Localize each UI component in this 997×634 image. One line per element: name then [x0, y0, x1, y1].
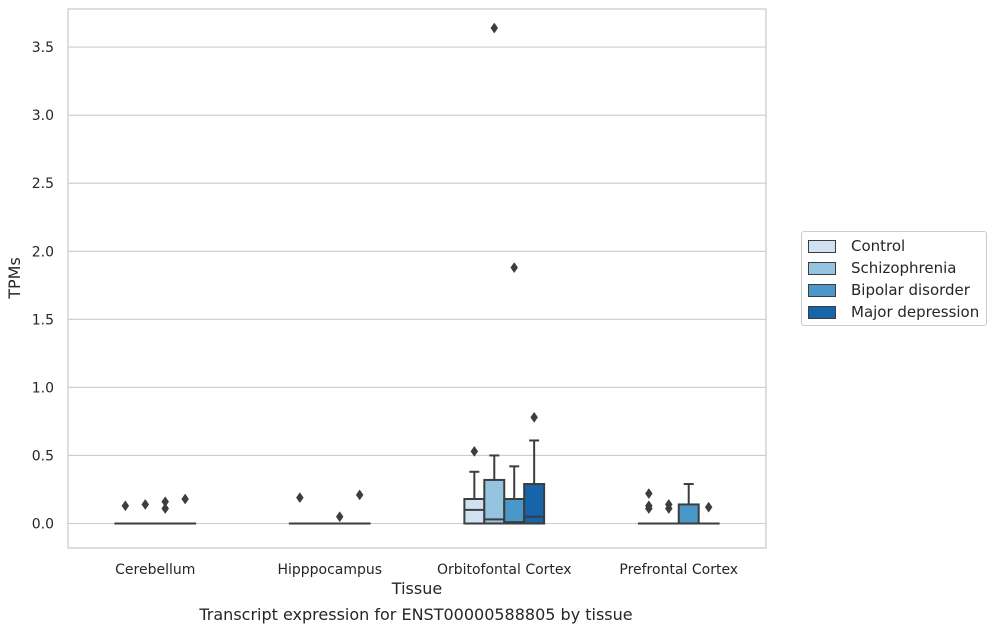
- box-control: [288, 492, 311, 525]
- y-tick-label: 2.0: [32, 244, 54, 260]
- y-tick-label: 1.5: [32, 312, 54, 328]
- box-iqr: [523, 483, 546, 525]
- x-tick-label: Prefrontal Cortex: [619, 562, 738, 578]
- legend-swatch-major-depression: [808, 305, 836, 319]
- y-tick-label: 3.0: [32, 108, 54, 124]
- y-axis-label: TPMs: [5, 257, 24, 300]
- chart-caption: Transcript expression for ENST0000058880…: [199, 605, 633, 624]
- box-major-depression: [523, 411, 546, 525]
- outlier-point: [181, 493, 189, 505]
- plot-frame: [67, 8, 767, 549]
- outlier-point: [704, 501, 713, 513]
- box-iqr: [677, 503, 700, 525]
- legend-item-control: Control: [808, 237, 906, 255]
- outlier-point: [141, 499, 150, 510]
- box-control: [114, 500, 137, 525]
- box-iqr: [463, 498, 486, 525]
- x-tick-label: Hipppocampus: [277, 562, 382, 578]
- y-tick-label: 1.0: [32, 380, 54, 396]
- y-tick-label: 3.5: [32, 40, 54, 56]
- legend-swatch-control: [808, 239, 836, 253]
- legend-label-schizophrenia: Schizophrenia: [851, 259, 957, 277]
- outlier-point: [335, 511, 344, 523]
- outlier-point: [490, 22, 499, 34]
- outlier-point: [470, 445, 479, 457]
- box-bipolar-disorder: [154, 496, 177, 525]
- x-axis-label: Tissue: [391, 579, 442, 598]
- outlier-point: [355, 489, 364, 501]
- box-bipolar-disorder: [503, 262, 526, 525]
- outlier-point: [296, 492, 304, 504]
- box-bipolar-disorder: [328, 511, 351, 525]
- x-tick-label: Cerebellum: [115, 562, 195, 578]
- box-control: [463, 445, 486, 525]
- legend-label-control: Control: [851, 237, 906, 255]
- box-schizophrenia: [483, 22, 506, 525]
- box-bipolar-disorder: [677, 483, 700, 525]
- box-major-depression: [697, 501, 720, 525]
- y-tick-label: 0.0: [32, 517, 54, 533]
- legend-swatch-bipolar-disorder: [808, 283, 836, 297]
- box-schizophrenia: [134, 499, 157, 525]
- outlier-point: [510, 262, 519, 274]
- outlier-point: [121, 500, 130, 512]
- legend-label-major-depression: Major depression: [851, 303, 980, 321]
- outlier-point: [664, 499, 673, 510]
- y-tick-label: 2.5: [32, 176, 54, 192]
- x-tick-label: Orbitofontal Cortex: [437, 562, 572, 578]
- legend-label-bipolar-disorder: Bipolar disorder: [851, 281, 970, 299]
- box-iqr: [483, 478, 506, 525]
- legend-item-bipolar-disorder: Bipolar disorder: [808, 281, 970, 299]
- box-plot-area: [114, 22, 720, 525]
- box-major-depression: [348, 489, 371, 525]
- legend-item-schizophrenia: Schizophrenia: [808, 259, 957, 277]
- box-control: [637, 488, 660, 525]
- box-major-depression: [174, 493, 197, 525]
- legend-swatch-schizophrenia: [808, 261, 836, 275]
- box-schizophrenia: [657, 499, 680, 525]
- outlier-point: [161, 496, 170, 508]
- outlier-point: [645, 500, 653, 512]
- outlier-point: [161, 503, 170, 514]
- outlier-point: [645, 488, 653, 499]
- gridlines: [68, 46, 766, 525]
- legend-item-major-depression: Major depression: [808, 303, 980, 321]
- box-iqr: [503, 498, 526, 525]
- axis-ticks: 0.0 0.5 1.0 1.5 2.0 2.5 3.0 3.5 Cerebellum Hipppo…: [32, 40, 738, 578]
- legend: Control Schizophrenia Bipolar disorder M…: [801, 231, 987, 326]
- y-tick-label: 0.5: [32, 448, 54, 464]
- outlier-point: [530, 411, 538, 423]
